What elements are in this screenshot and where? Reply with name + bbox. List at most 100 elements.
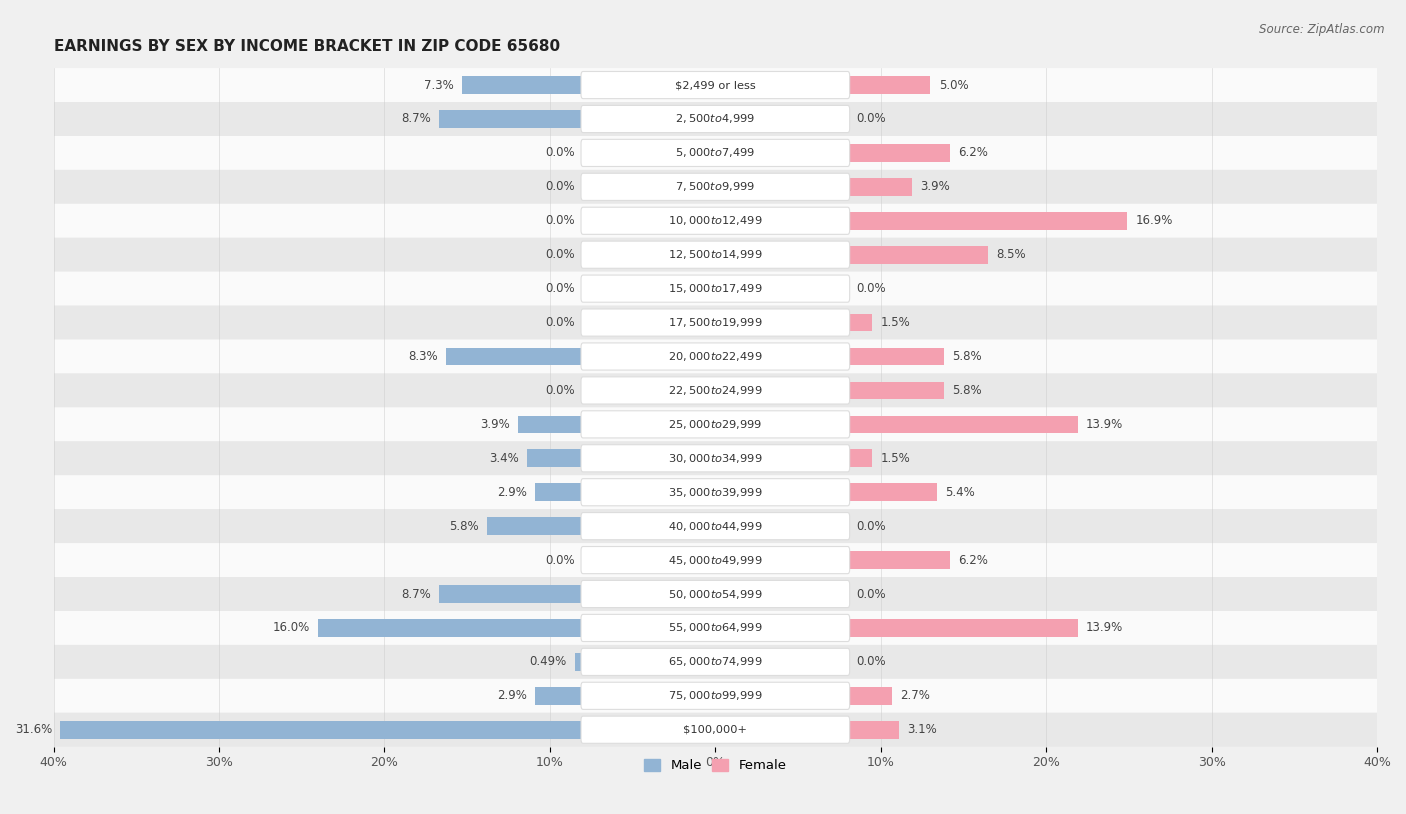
Text: 1.5%: 1.5%: [880, 316, 911, 329]
Text: 6.2%: 6.2%: [959, 147, 988, 160]
FancyBboxPatch shape: [581, 580, 849, 607]
FancyBboxPatch shape: [581, 241, 849, 269]
FancyBboxPatch shape: [53, 510, 1376, 543]
Text: $7,500 to $9,999: $7,500 to $9,999: [675, 181, 755, 194]
FancyBboxPatch shape: [53, 170, 1376, 204]
Bar: [848, 144, 950, 162]
Text: 8.5%: 8.5%: [997, 248, 1026, 261]
Text: 0.0%: 0.0%: [546, 248, 575, 261]
Text: 0.0%: 0.0%: [546, 282, 575, 295]
FancyBboxPatch shape: [53, 102, 1376, 136]
FancyBboxPatch shape: [581, 716, 849, 743]
FancyBboxPatch shape: [581, 309, 849, 336]
Text: 3.4%: 3.4%: [489, 452, 519, 465]
Text: 16.9%: 16.9%: [1136, 214, 1173, 227]
FancyBboxPatch shape: [581, 208, 849, 234]
Text: 8.3%: 8.3%: [408, 350, 437, 363]
Bar: [848, 77, 931, 94]
Text: 0.0%: 0.0%: [856, 519, 886, 532]
FancyBboxPatch shape: [581, 275, 849, 302]
Bar: [318, 619, 583, 637]
Text: $12,500 to $14,999: $12,500 to $14,999: [668, 248, 762, 261]
Text: $15,000 to $17,499: $15,000 to $17,499: [668, 282, 762, 295]
Text: 0.0%: 0.0%: [546, 554, 575, 567]
Text: 3.9%: 3.9%: [921, 181, 950, 194]
Bar: [575, 653, 583, 671]
FancyBboxPatch shape: [581, 615, 849, 641]
Bar: [519, 415, 583, 433]
Bar: [439, 585, 583, 603]
Text: $50,000 to $54,999: $50,000 to $54,999: [668, 588, 762, 601]
FancyBboxPatch shape: [581, 377, 849, 404]
Text: 13.9%: 13.9%: [1085, 621, 1123, 634]
FancyBboxPatch shape: [53, 339, 1376, 374]
FancyBboxPatch shape: [53, 577, 1376, 611]
Bar: [848, 382, 943, 399]
Text: 13.9%: 13.9%: [1085, 418, 1123, 431]
Text: 8.7%: 8.7%: [401, 588, 430, 601]
Text: 8.7%: 8.7%: [401, 112, 430, 125]
Text: 0.0%: 0.0%: [546, 214, 575, 227]
FancyBboxPatch shape: [581, 546, 849, 574]
FancyBboxPatch shape: [581, 343, 849, 370]
FancyBboxPatch shape: [581, 513, 849, 540]
Text: $20,000 to $22,499: $20,000 to $22,499: [668, 350, 762, 363]
Text: 0.0%: 0.0%: [546, 384, 575, 397]
FancyBboxPatch shape: [53, 645, 1376, 679]
FancyBboxPatch shape: [581, 173, 849, 200]
FancyBboxPatch shape: [53, 611, 1376, 645]
Bar: [848, 721, 898, 738]
Bar: [527, 449, 583, 467]
Bar: [848, 212, 1128, 230]
Text: $35,000 to $39,999: $35,000 to $39,999: [668, 486, 762, 499]
Text: 3.1%: 3.1%: [907, 723, 936, 736]
Bar: [848, 484, 936, 501]
Text: 0.0%: 0.0%: [856, 112, 886, 125]
Text: $25,000 to $29,999: $25,000 to $29,999: [668, 418, 762, 431]
Text: $75,000 to $99,999: $75,000 to $99,999: [668, 689, 762, 702]
Text: 0.0%: 0.0%: [856, 655, 886, 668]
FancyBboxPatch shape: [581, 411, 849, 438]
Bar: [536, 484, 583, 501]
Text: 0.0%: 0.0%: [856, 588, 886, 601]
FancyBboxPatch shape: [581, 72, 849, 98]
FancyBboxPatch shape: [53, 475, 1376, 510]
FancyBboxPatch shape: [581, 444, 849, 472]
Text: $2,499 or less: $2,499 or less: [675, 80, 755, 90]
Bar: [848, 246, 988, 264]
Bar: [848, 551, 950, 569]
Bar: [60, 721, 583, 738]
Text: 0.49%: 0.49%: [530, 655, 567, 668]
FancyBboxPatch shape: [53, 441, 1376, 475]
Text: $65,000 to $74,999: $65,000 to $74,999: [668, 655, 762, 668]
Bar: [446, 348, 583, 365]
FancyBboxPatch shape: [53, 272, 1376, 305]
FancyBboxPatch shape: [581, 105, 849, 133]
Text: 0.0%: 0.0%: [546, 181, 575, 194]
Bar: [848, 415, 1077, 433]
Text: 2.7%: 2.7%: [901, 689, 931, 702]
Bar: [439, 110, 583, 128]
Text: $2,500 to $4,999: $2,500 to $4,999: [675, 112, 755, 125]
FancyBboxPatch shape: [53, 136, 1376, 170]
Text: Source: ZipAtlas.com: Source: ZipAtlas.com: [1260, 23, 1385, 36]
Text: $5,000 to $7,499: $5,000 to $7,499: [675, 147, 755, 160]
Text: $40,000 to $44,999: $40,000 to $44,999: [668, 519, 762, 532]
Text: $45,000 to $49,999: $45,000 to $49,999: [668, 554, 762, 567]
Text: 2.9%: 2.9%: [496, 486, 527, 499]
Text: $55,000 to $64,999: $55,000 to $64,999: [668, 621, 762, 634]
FancyBboxPatch shape: [581, 682, 849, 709]
Bar: [486, 518, 583, 535]
Text: 6.2%: 6.2%: [959, 554, 988, 567]
Bar: [848, 619, 1077, 637]
Text: 2.9%: 2.9%: [496, 689, 527, 702]
FancyBboxPatch shape: [53, 68, 1376, 102]
Text: 5.8%: 5.8%: [952, 350, 981, 363]
Text: $100,000+: $100,000+: [683, 724, 747, 735]
Text: 16.0%: 16.0%: [273, 621, 311, 634]
Text: 5.8%: 5.8%: [952, 384, 981, 397]
Bar: [848, 313, 873, 331]
Legend: Male, Female: Male, Female: [638, 754, 792, 777]
FancyBboxPatch shape: [53, 407, 1376, 441]
Text: $17,500 to $19,999: $17,500 to $19,999: [668, 316, 762, 329]
